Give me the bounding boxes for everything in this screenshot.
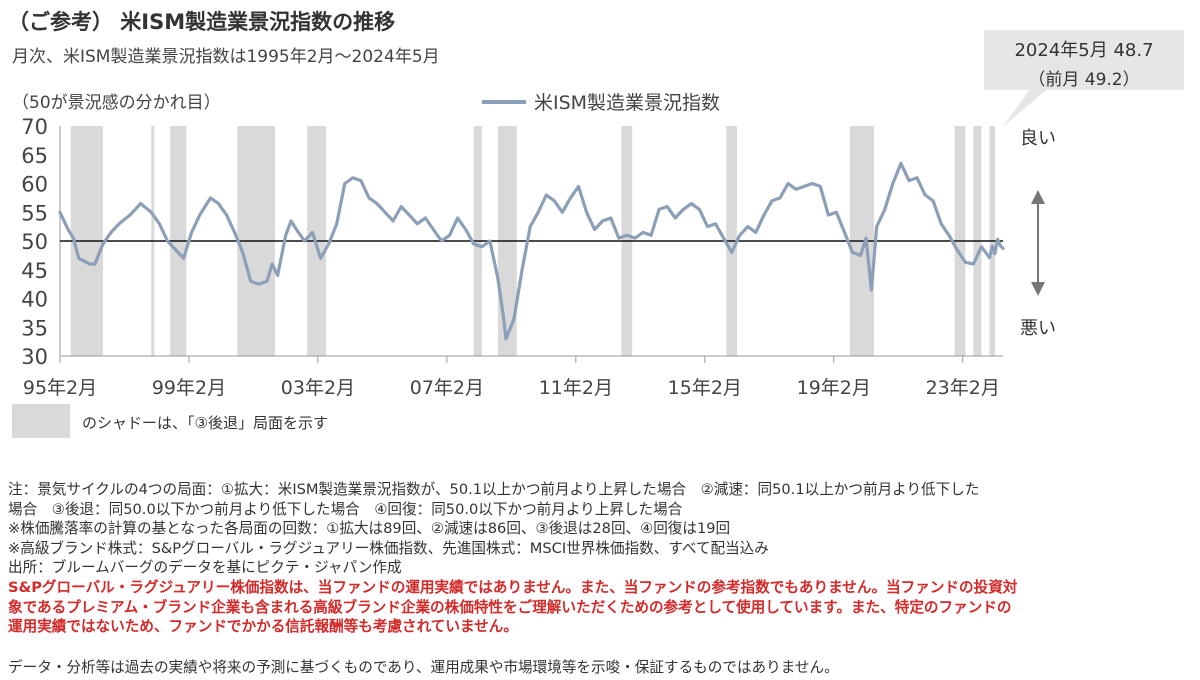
- shade-legend-label: のシャドーは、「③後退」局面を示す: [82, 414, 328, 432]
- x-tick-label: 99年2月: [152, 377, 226, 399]
- legend-line-swatch: [482, 99, 526, 104]
- callout-previous: （前月 49.2）: [1028, 70, 1140, 90]
- note-warning-line: 運用実績ではないため、ファンドでかかる信託報酬等も考慮されていません。: [8, 618, 518, 636]
- y-tick-label: 45: [21, 259, 48, 283]
- y-tick-label: 55: [21, 201, 48, 225]
- x-tick-label: 95年2月: [23, 377, 97, 399]
- x-tick-label: 03年2月: [281, 377, 355, 399]
- x-tick-label: 23年2月: [926, 377, 1000, 399]
- y-tick-label: 65: [21, 144, 48, 168]
- chart-subtitle: 月次、米ISM製造業景況指数は1995年2月～2024年5月: [12, 47, 440, 67]
- x-tick-label: 15年2月: [668, 377, 742, 399]
- y-tick-label: 50: [21, 230, 48, 254]
- y-tick-label: 70: [21, 115, 48, 139]
- legend-label: 米ISM製造業景況指数: [534, 92, 721, 114]
- note-line: 注：景気サイクルの4つの局面：①拡大：米ISM製造業景況指数が、50.1以上かつ…: [8, 481, 980, 498]
- direction-arrow: [1031, 190, 1045, 296]
- notes-block: 注：景気サイクルの4つの局面：①拡大：米ISM製造業景況指数が、50.1以上かつ…: [8, 480, 1194, 637]
- y-tick-label: 40: [21, 288, 48, 312]
- note-line: 場合 ③後退：同50.0以下かつ前月より低下した場合 ④回復：同50.0以下かつ…: [8, 500, 683, 518]
- y-axis-note: （50が景況感の分かれ目）: [12, 93, 221, 113]
- series-line-ism: [58, 161, 1005, 341]
- note-warning-line: S&Pグローバル・ラグジュアリー株価指数は、当ファンドの運用実績ではありません。…: [8, 578, 1018, 596]
- callout-latest: 2024年5月 48.7: [1014, 40, 1154, 61]
- latest-value-callout: 2024年5月 48.7 （前月 49.2）: [984, 30, 1184, 90]
- side-label-good: 良い: [1020, 128, 1056, 149]
- disclaimer: データ・分析等は過去の実績や将来の予測に基づくものであり、運用成果や市場環境等を…: [8, 659, 839, 676]
- note-line: 出所：ブルームバーグのデータを基にピクテ・ジャパン作成: [8, 559, 402, 577]
- note-line: ※株価騰落率の計算の基となった各局面の回数：①拡大は89回、②減速は86回、③後…: [8, 520, 731, 538]
- shade-legend-swatch: [12, 404, 70, 438]
- side-label-bad: 悪い: [1020, 318, 1056, 339]
- x-tick-label: 07年2月: [410, 377, 484, 399]
- callout-pointer: [1003, 89, 1046, 127]
- y-tick-label: 60: [21, 173, 48, 197]
- y-tick-label: 30: [21, 345, 48, 369]
- note-warning-line: 象であるプレミアム・ブランド企業も含まれる高級ブランド企業の株価特性をご理解いた…: [8, 598, 1012, 616]
- ism-line-chart: 30 35 40 45 50 55 60 65 70 95年2月 99年2月 03年2月 07年2月 1…: [21, 89, 1056, 399]
- y-axis: 30 35 40 45 50 55 60 65 70: [21, 115, 61, 369]
- y-tick-label: 35: [21, 316, 48, 340]
- x-tick-label: 11年2月: [539, 377, 613, 399]
- chart-legend: 米ISM製造業景況指数: [482, 88, 720, 115]
- note-line: ※高級ブランド株式：S&Pグローバル・ラグジュアリー株価指数、先進国株式：MSC…: [8, 539, 769, 557]
- x-tick-label: 19年2月: [797, 377, 871, 399]
- page-title: （ご参考） 米ISM製造業景況指数の推移: [8, 10, 396, 34]
- x-axis: 95年2月 99年2月 03年2月 07年2月 11年2月 15年2月 19年2月 23年2月: [23, 355, 1003, 399]
